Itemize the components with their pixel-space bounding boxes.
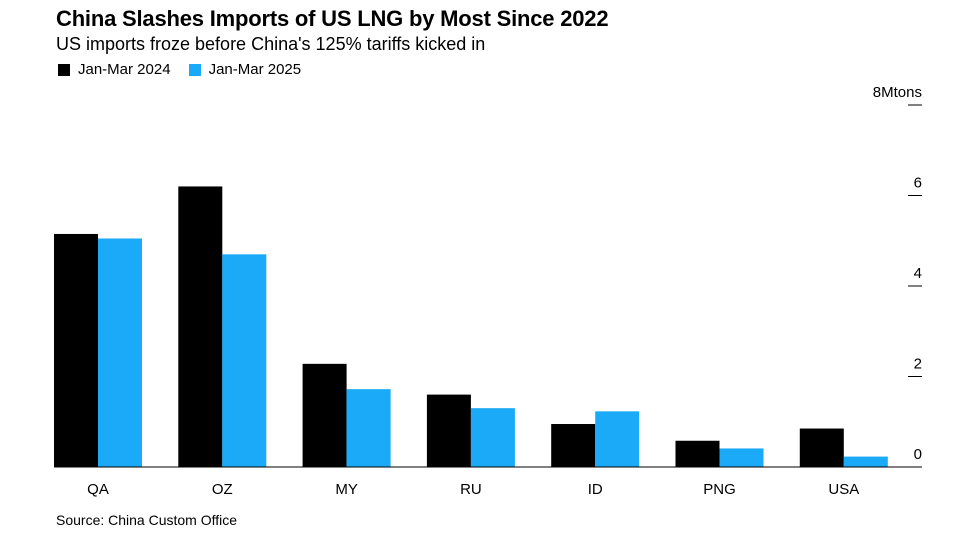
source-note: Source: China Custom Office <box>56 512 238 528</box>
x-tick-label-oz: OZ <box>212 481 233 498</box>
y-tick-label-6: 6 <box>914 175 922 192</box>
legend-label-2025: Jan-Mar 2025 <box>208 61 302 78</box>
bar-usa-2025 <box>843 456 888 467</box>
bar-my-2025 <box>346 389 391 467</box>
legend: Jan-Mar 2024 Jan-Mar 2025 <box>58 61 319 78</box>
y-tick-label-0: 0 <box>914 446 922 463</box>
bar-png-2024 <box>675 440 720 467</box>
y-tick-label-8: 8Mtons <box>873 84 922 101</box>
bar-oz-2025 <box>222 254 267 467</box>
legend-swatch-2025 <box>188 63 201 76</box>
bar-qa-2024 <box>54 233 98 467</box>
bar-usa-2024 <box>799 428 844 467</box>
chart-title: China Slashes Imports of US LNG by Most … <box>56 6 609 31</box>
legend-swatch-2024 <box>58 63 70 76</box>
bar-qa-2025 <box>98 238 142 467</box>
x-tick-label-my: MY <box>335 481 358 498</box>
chart-subtitle: US imports froze before China's 125% tar… <box>56 34 486 54</box>
bar-ru-2024 <box>426 394 471 467</box>
y-tick-label-4: 4 <box>914 265 922 282</box>
x-tick-label-png: PNG <box>703 481 736 498</box>
bar-id-2025 <box>595 411 640 467</box>
bar-ru-2025 <box>470 408 515 467</box>
x-tick-label-qa: QA <box>87 481 109 498</box>
bar-id-2024 <box>551 424 596 467</box>
legend-item-2024: Jan-Mar 2024 <box>58 61 171 78</box>
x-tick-label-ru: RU <box>460 481 482 498</box>
legend-label-2024: Jan-Mar 2024 <box>78 61 171 78</box>
x-tick-label-usa: USA <box>828 481 859 498</box>
bar-png-2025 <box>719 448 764 467</box>
legend-item-2025: Jan-Mar 2025 <box>188 61 302 78</box>
bar-my-2024 <box>302 363 347 467</box>
bar-oz-2024 <box>178 186 223 467</box>
y-tick-label-2: 2 <box>914 356 922 373</box>
x-tick-label-id: ID <box>588 481 603 498</box>
